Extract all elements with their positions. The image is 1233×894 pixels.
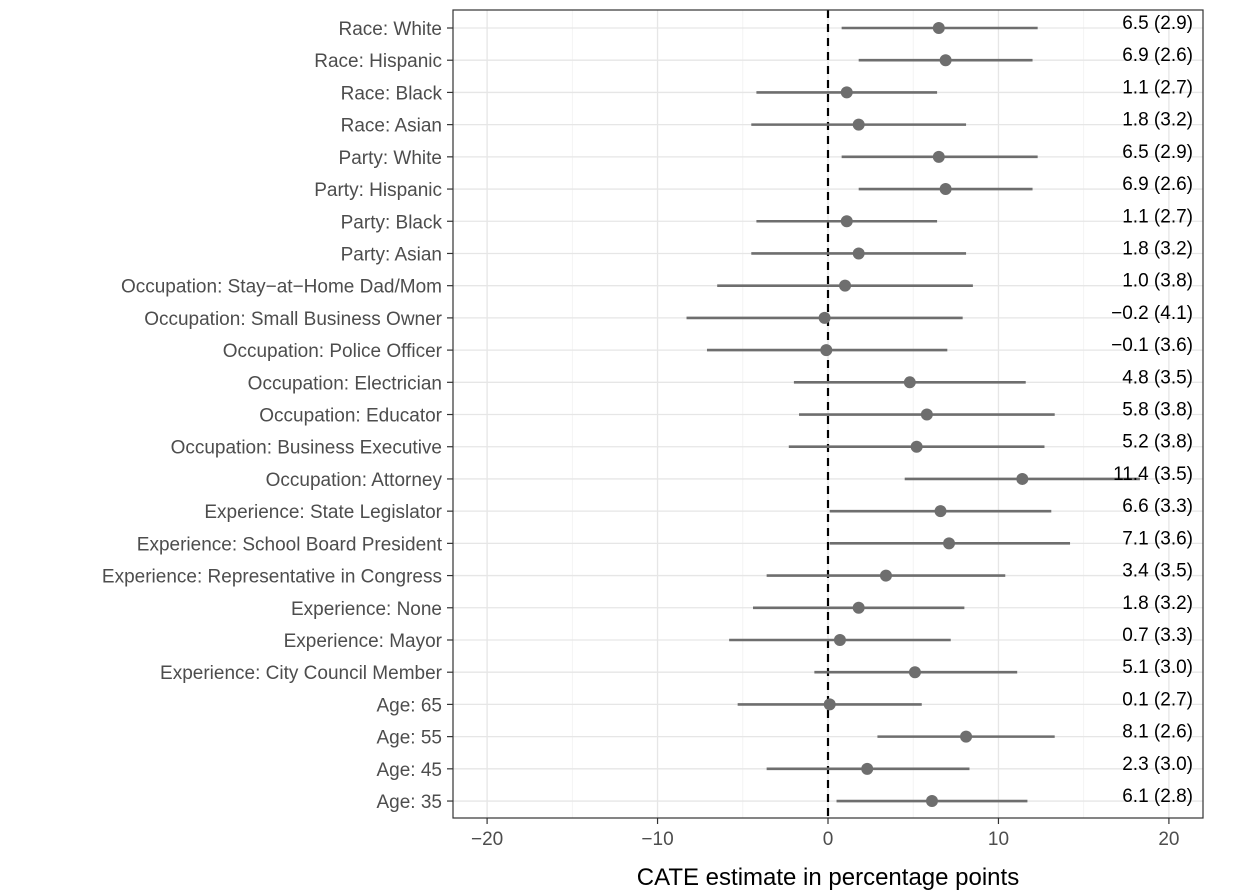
point-estimate: [925, 795, 938, 808]
estimate-label: 1.1 (2.7): [1122, 206, 1193, 227]
y-axis-ticks: [447, 27, 453, 802]
y-axis-label: Experience: None: [291, 599, 442, 620]
point-estimate: [840, 215, 853, 228]
point-estimate: [960, 730, 973, 743]
estimate-label: 3.4 (3.5): [1122, 561, 1193, 582]
point-estimate: [1016, 472, 1029, 485]
point-estimate: [934, 505, 947, 518]
x-axis-ticks: −20 −10 0 10 20: [471, 818, 1179, 850]
y-axis-label: Occupation: Small Business Owner: [144, 309, 442, 330]
point-estimate: [833, 633, 846, 646]
estimate-label: 6.9 (2.6): [1122, 174, 1193, 195]
point-estimate: [903, 376, 916, 389]
estimate-label: 2.3 (3.0): [1122, 754, 1193, 775]
point-estimate: [939, 183, 952, 196]
y-axis-label: Race: Asian: [341, 116, 442, 137]
estimate-label: 6.6 (3.3): [1122, 496, 1193, 517]
estimate-label: 0.1 (2.7): [1122, 689, 1193, 710]
estimate-label: 1.1 (2.7): [1122, 77, 1193, 98]
point-estimate: [839, 279, 852, 292]
x-tick-label: 0: [823, 829, 834, 850]
y-axis-label: Occupation: Attorney: [266, 470, 443, 491]
point-estimate: [840, 86, 853, 99]
y-axis-label: Party: Asian: [341, 244, 442, 265]
y-axis-label: Experience: Representative in Congress: [102, 567, 442, 588]
estimate-label: 5.8 (3.8): [1122, 400, 1193, 421]
point-estimate: [861, 762, 874, 775]
estimate-label: 5.1 (3.0): [1122, 657, 1193, 678]
point-estimate: [852, 601, 865, 614]
point-estimate: [823, 698, 836, 711]
estimate-label: 1.8 (3.2): [1122, 238, 1193, 259]
estimate-label: 6.5 (2.9): [1122, 142, 1193, 163]
x-tick-label: 10: [988, 829, 1009, 850]
point-estimates: [818, 22, 1029, 808]
estimate-label: −0.2 (4.1): [1111, 303, 1193, 324]
estimate-label: 5.2 (3.8): [1122, 432, 1193, 453]
y-axis-label: Experience: City Council Member: [160, 663, 443, 684]
y-axis-label: Occupation: Police Officer: [223, 341, 443, 362]
point-estimate: [818, 311, 831, 324]
x-tick-label: 20: [1158, 829, 1179, 850]
y-axis-label: Party: Hispanic: [314, 180, 442, 201]
point-estimate: [852, 118, 865, 131]
estimate-label: 1.8 (3.2): [1122, 110, 1193, 131]
estimate-label: 8.1 (2.6): [1122, 722, 1193, 743]
point-estimate: [910, 440, 923, 453]
x-tick-label: −10: [641, 829, 673, 850]
estimate-label: −0.1 (3.6): [1111, 335, 1193, 356]
estimate-label: 11.4 (3.5): [1113, 464, 1193, 485]
y-axis-labels: Race: White Race: Hispanic Race: Black Race…: [102, 19, 443, 813]
x-tick-label: −20: [471, 829, 503, 850]
y-axis-label: Race: Hispanic: [314, 51, 442, 72]
estimate-label: 4.8 (3.5): [1122, 367, 1193, 388]
point-estimate: [920, 408, 933, 421]
y-axis-label: Party: Black: [341, 212, 443, 233]
estimate-label: 0.7 (3.3): [1122, 625, 1193, 646]
estimate-label: 6.9 (2.6): [1122, 45, 1193, 66]
estimate-labels: 6.5 (2.9) 6.9 (2.6) 1.1 (2.7) 1.8 (3.2) 6.5 …: [1111, 13, 1193, 807]
point-estimate: [908, 666, 921, 679]
estimate-label: 1.8 (3.2): [1122, 593, 1193, 614]
y-axis-label: Race: White: [339, 19, 442, 40]
x-axis-title: CATE estimate in percentage points: [637, 864, 1019, 891]
y-axis-label: Age: 35: [377, 792, 443, 813]
y-axis-label: Experience: Mayor: [284, 631, 443, 652]
y-axis-label: Experience: State Legislator: [204, 502, 442, 523]
point-estimate: [852, 247, 865, 260]
point-estimate: [820, 344, 833, 357]
point-estimate: [932, 22, 945, 34]
y-axis-label: Age: 65: [377, 695, 443, 716]
estimate-label: 7.1 (3.6): [1122, 528, 1193, 549]
y-axis-label: Experience: School Board President: [137, 534, 443, 555]
point-estimate: [939, 54, 952, 67]
estimate-label: 6.5 (2.9): [1122, 13, 1193, 34]
point-estimate: [879, 569, 892, 582]
y-axis-label: Occupation: Electrician: [248, 373, 442, 394]
y-axis-label: Occupation: Stay−at−Home Dad/Mom: [121, 277, 442, 298]
estimate-label: 1.0 (3.8): [1122, 271, 1193, 292]
y-axis-label: Occupation: Business Executive: [171, 438, 442, 459]
point-estimate: [943, 537, 956, 550]
y-axis-label: Race: Black: [341, 83, 443, 104]
y-axis-label: Age: 55: [377, 728, 443, 749]
y-axis-label: Age: 45: [377, 760, 443, 781]
y-axis-label: Party: White: [339, 148, 442, 169]
y-axis-label: Occupation: Educator: [259, 406, 442, 427]
estimate-label: 6.1 (2.8): [1122, 786, 1193, 807]
point-estimate: [932, 150, 945, 163]
